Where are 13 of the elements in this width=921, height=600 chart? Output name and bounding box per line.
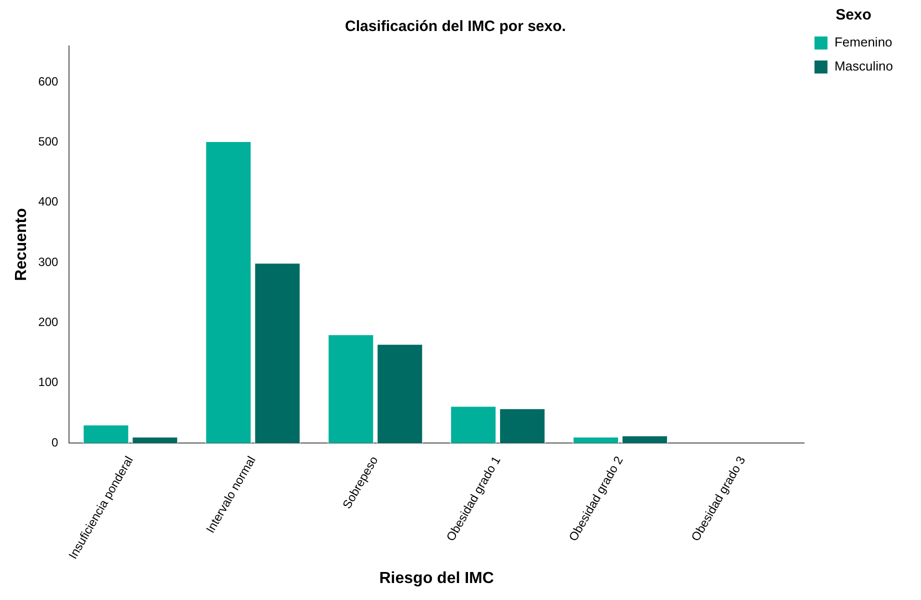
- y-axis-title: Recuento: [13, 208, 30, 281]
- y-tick-label: 500: [38, 134, 59, 149]
- y-tick-label: 300: [38, 254, 59, 269]
- legend-label: Masculino: [834, 58, 894, 74]
- chart-title: Clasificación del IMC por sexo.: [345, 18, 566, 36]
- x-axis-title: Riesgo del IMC: [379, 570, 494, 587]
- y-tick-label: 100: [38, 375, 59, 390]
- y-tick-label: 200: [38, 315, 59, 330]
- y-tick-label: 400: [38, 194, 59, 209]
- y-tick-label: 600: [38, 74, 59, 88]
- legend-label: Femenino: [834, 34, 892, 50]
- y-tick-label: 0: [52, 435, 59, 450]
- legend-title: Sexo: [836, 6, 872, 24]
